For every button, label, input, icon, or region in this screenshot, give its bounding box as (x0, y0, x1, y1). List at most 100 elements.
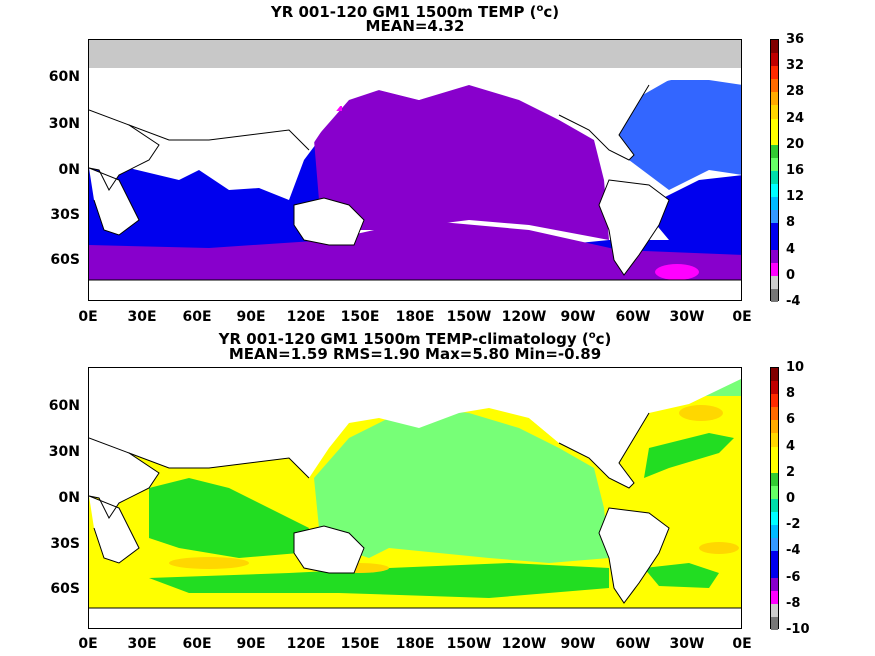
panel2-title-unit: c) (595, 330, 612, 348)
panel2-lon-0E: 0E (78, 636, 98, 652)
colorbar-segment (771, 79, 778, 93)
colorbar-label: 24 (786, 110, 805, 126)
panel2-lon-30W: 30W (669, 636, 705, 652)
colorbar-segment (771, 472, 778, 486)
colorbar-segment (771, 236, 778, 250)
colorbar-segment (771, 131, 778, 145)
panel2-lat-0N: 0N (58, 490, 80, 506)
panel2-lat-30S: 30S (50, 536, 80, 552)
colorbar-segment (771, 564, 778, 578)
panel1-lon-120W: 120W (501, 309, 547, 325)
colorbar-segment (771, 66, 778, 80)
panel1-title-line2: MEAN=4.32 (365, 17, 465, 35)
colorbar-label: -2 (786, 517, 801, 533)
panel1-lat-0N: 0N (58, 162, 80, 178)
colorbar-segment (771, 420, 778, 434)
colorbar-label: 10 (786, 360, 805, 375)
panel2-lon-90W: 90W (560, 636, 596, 652)
panel2-colorbar (770, 367, 779, 630)
panel2-title-line1: YR 001-120 GM1 1500m TEMP-climatology (o… (88, 327, 742, 348)
panel1-lon-120E: 120E (286, 309, 326, 325)
panel2-lon-90E: 90E (236, 636, 266, 652)
panel2-lon-180E: 180E (395, 636, 435, 652)
colorbar-segment (771, 551, 778, 565)
panel1-lon-60W: 60W (615, 309, 651, 325)
colorbar-segment (771, 170, 778, 185)
panel1-lon-90W: 90W (560, 309, 596, 325)
colorbar-segment (771, 40, 778, 54)
panel2-lon-30E: 30E (127, 636, 157, 652)
panel1-map (88, 39, 742, 301)
colorbar-segment (771, 433, 778, 447)
colorbar-segment (771, 92, 778, 106)
panel1-lon-0E: 0E (78, 309, 98, 325)
panel1-colorbar (770, 39, 779, 302)
colorbar-label: 8 (786, 386, 796, 402)
colorbar-segment (771, 288, 778, 302)
panel1-lon-30E: 30E (127, 309, 157, 325)
colorbar-segment (771, 498, 778, 513)
panel1-lat-30N: 30N (48, 116, 80, 132)
colorbar-label: 8 (786, 215, 796, 231)
colorbar-label: 0 (786, 491, 796, 506)
panel2-lon-120W: 120W (501, 636, 547, 652)
colorbar-label: 16 (786, 163, 805, 178)
colorbar-segment (771, 157, 778, 171)
colorbar-segment (771, 512, 778, 526)
colorbar-segment (771, 525, 778, 539)
panel2-lon-120E: 120E (286, 636, 326, 652)
panel2-title-sup: o (588, 330, 596, 341)
panel2-lon-150W: 150W (446, 636, 492, 652)
colorbar-label: -10 (786, 622, 810, 637)
colorbar-segment (771, 381, 778, 395)
colorbar-segment (771, 184, 778, 198)
panel2-title-text: YR 001-120 GM1 1500m TEMP-climatology ( (218, 330, 589, 348)
panel1-title-text: YR 001-120 GM1 1500m TEMP ( (270, 3, 537, 21)
colorbar-label: 0 (786, 267, 796, 283)
colorbar-segment (771, 616, 778, 630)
panel1-map-svg (89, 40, 741, 300)
panel1-lon-60E: 60E (182, 309, 212, 325)
colorbar-label: 20 (786, 136, 805, 152)
colorbar-segment (771, 197, 778, 211)
colorbar-segment (771, 210, 778, 224)
colorbar-segment (771, 603, 778, 617)
panel1-lon-90E: 90E (236, 309, 266, 325)
colorbar-label: 2 (786, 464, 796, 480)
colorbar-label: 6 (786, 412, 796, 428)
colorbar-label: -6 (786, 569, 801, 585)
panel1-lat-30S: 30S (50, 207, 80, 223)
panel1-lat-60N: 60N (48, 69, 80, 85)
panel2-lat-30N: 30N (48, 444, 80, 460)
colorbar-segment (771, 538, 778, 552)
colorbar-segment (771, 105, 778, 119)
panel1-lat-60S: 60S (50, 252, 80, 268)
colorbar-segment (771, 590, 778, 604)
colorbar-label: 36 (786, 32, 805, 47)
colorbar-label: 32 (786, 58, 805, 74)
colorbar-segment (771, 446, 778, 460)
colorbar-segment (771, 118, 778, 132)
panel2-lat-60N: 60N (48, 398, 80, 414)
panel1-title-sup: o (536, 3, 544, 14)
colorbar-segment (771, 275, 778, 289)
colorbar-segment (771, 577, 778, 591)
panel1-lon-0E-end: 0E (732, 309, 752, 325)
panel2-lon-60W: 60W (615, 636, 651, 652)
colorbar-label: -4 (786, 543, 801, 559)
panel2-lon-150E: 150E (340, 636, 380, 652)
panel1-lon-30W: 30W (669, 309, 705, 325)
colorbar-segment (771, 223, 778, 237)
panel1-lon-150E: 150E (340, 309, 380, 325)
panel1-title-line1: YR 001-120 GM1 1500m TEMP (oc) (88, 0, 742, 21)
colorbar-segment (771, 394, 778, 408)
panel2-lon-60E: 60E (182, 636, 212, 652)
colorbar-label: -8 (786, 595, 801, 611)
panel2-map (88, 367, 742, 629)
panel1-lon-180E: 180E (395, 309, 435, 325)
panel2-lat-60S: 60S (50, 581, 80, 597)
colorbar-segment (771, 485, 778, 499)
colorbar-segment (771, 53, 778, 67)
colorbar-label: -4 (786, 294, 801, 309)
colorbar-label: 4 (786, 438, 796, 454)
